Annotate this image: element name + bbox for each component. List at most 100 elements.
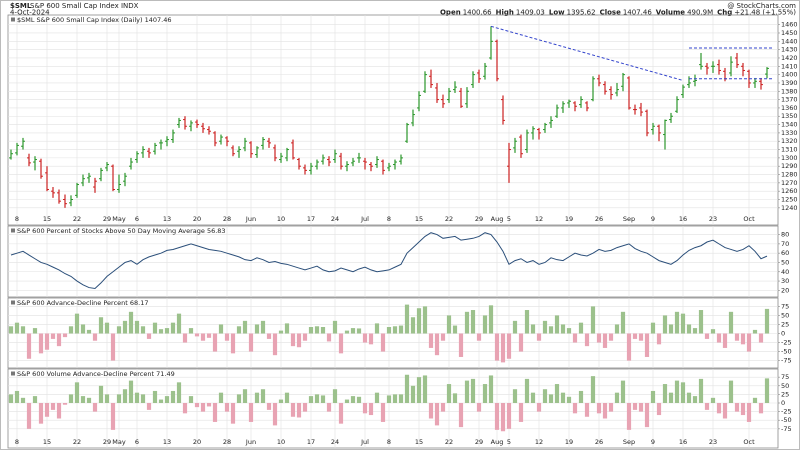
x-tick-label: 9	[651, 215, 655, 223]
bar	[548, 394, 554, 403]
y-tick-label: 50	[781, 382, 789, 390]
quote-value: 1395.62	[567, 9, 596, 17]
y-tick-label: -25	[781, 408, 792, 416]
bar	[242, 320, 248, 334]
bar	[314, 394, 320, 403]
bar	[476, 333, 482, 341]
y-tick-label: 1270	[781, 179, 798, 187]
bar	[224, 403, 230, 412]
bar	[704, 333, 710, 339]
x-tick-label: May	[112, 438, 126, 446]
bar	[266, 403, 272, 410]
panel-title: S&P 600 Advance-Decline Percent 68.17	[17, 299, 149, 307]
bar	[230, 403, 236, 424]
x-tick-label: 24	[331, 215, 339, 223]
bar	[710, 397, 716, 403]
bar	[110, 403, 116, 430]
x-tick-label: 10	[277, 438, 285, 446]
bar	[98, 385, 104, 403]
x-tick-label: 6	[135, 215, 139, 223]
panel-title: $SML S&P 600 Small Cap Index (Daily) 140…	[17, 16, 171, 24]
bar	[704, 403, 710, 410]
bar	[56, 333, 62, 347]
bar	[212, 403, 218, 422]
x-tick-label: May	[112, 215, 126, 223]
bar	[716, 403, 722, 414]
bar	[518, 403, 524, 422]
y-tick-label: 1460	[781, 21, 798, 29]
bar	[422, 375, 428, 403]
bar	[434, 403, 440, 426]
bar	[338, 333, 344, 354]
quote: Open 1400.66 High 1409.03 Low 1395.62 Close 140…	[440, 9, 796, 17]
x-tick-label: 20	[193, 215, 201, 223]
date: 4-Oct-2024	[10, 9, 50, 17]
bar	[146, 333, 152, 339]
bar	[398, 325, 404, 334]
y-tick-label: 1360	[781, 104, 798, 112]
x-tick-label: 15	[43, 438, 51, 446]
bar	[98, 317, 104, 334]
bar	[128, 311, 134, 334]
y-tick-label: 40	[781, 268, 789, 276]
bar	[566, 396, 572, 403]
bar	[254, 324, 260, 334]
x-tick-label: 17	[307, 215, 315, 223]
y-tick-label: 20	[781, 286, 789, 294]
bar	[176, 313, 182, 334]
bar	[638, 403, 644, 412]
bar	[578, 390, 584, 403]
bar	[152, 390, 158, 403]
x-tick-label: 17	[307, 438, 315, 446]
bar	[38, 403, 44, 424]
y-tick-label: 1280	[781, 171, 798, 179]
bar	[68, 326, 74, 334]
bar	[494, 333, 500, 361]
bar	[86, 397, 92, 403]
bar	[170, 390, 176, 403]
legend-icon	[11, 228, 15, 233]
bar	[596, 333, 602, 343]
source: @ StockCharts.com	[727, 2, 796, 10]
bar	[614, 392, 620, 403]
x-tick-label: 8	[387, 215, 391, 223]
bar	[122, 389, 128, 403]
bar	[116, 326, 122, 334]
y-tick-label: 75	[781, 373, 789, 381]
bar	[506, 403, 512, 429]
bar	[182, 403, 188, 414]
bar	[560, 324, 566, 334]
x-tick-label: 12	[535, 438, 543, 446]
bar	[512, 389, 518, 403]
bar	[536, 333, 542, 341]
bar	[536, 403, 542, 412]
bar	[20, 397, 26, 403]
bar	[632, 403, 638, 410]
y-tick-label: -25	[781, 339, 792, 347]
y-tick-label: 50	[781, 311, 789, 319]
bar	[602, 333, 608, 348]
bar	[314, 326, 320, 334]
bar	[92, 403, 98, 412]
bar	[80, 396, 86, 403]
quote-label: Low	[549, 9, 565, 17]
bar	[326, 403, 332, 412]
bar	[572, 403, 578, 414]
bar	[590, 306, 596, 334]
y-tick-label: 1300	[781, 154, 798, 162]
y-tick-label: 1330	[781, 129, 798, 137]
bar	[14, 322, 20, 334]
bar	[380, 403, 386, 422]
bar	[170, 322, 176, 334]
bar	[332, 320, 338, 334]
bar	[686, 324, 692, 334]
symbol: $SML	[10, 2, 32, 10]
bar	[608, 333, 614, 341]
bar	[734, 333, 740, 341]
bar	[152, 322, 158, 334]
bar	[440, 403, 446, 412]
y-tick-label: 1350	[781, 112, 798, 120]
bar	[578, 322, 584, 334]
bar	[518, 333, 524, 352]
bar	[344, 330, 350, 334]
